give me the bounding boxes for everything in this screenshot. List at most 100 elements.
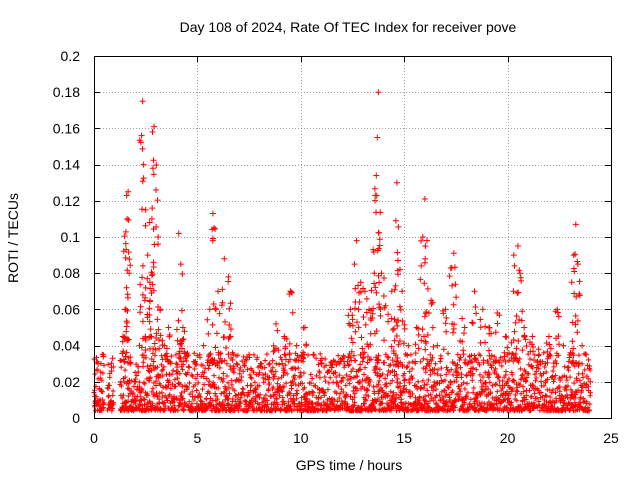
data-point xyxy=(152,346,159,353)
data-point xyxy=(373,192,380,199)
data-point xyxy=(496,359,503,366)
data-point xyxy=(220,378,226,384)
data-point xyxy=(545,333,552,340)
data-points xyxy=(92,89,594,407)
data-point xyxy=(318,360,325,367)
data-point xyxy=(509,388,515,394)
data-point xyxy=(506,357,512,363)
data-point xyxy=(527,387,533,393)
data-point xyxy=(481,400,487,406)
data-point xyxy=(445,350,451,356)
data-point xyxy=(574,261,581,268)
data-point xyxy=(278,354,284,360)
data-point xyxy=(166,332,173,339)
data-point xyxy=(251,369,257,375)
data-point xyxy=(348,335,355,342)
data-point xyxy=(118,383,124,389)
data-point xyxy=(317,375,323,381)
data-point xyxy=(382,375,388,381)
data-point xyxy=(177,371,183,377)
data-point xyxy=(137,139,144,146)
data-point xyxy=(367,315,374,322)
data-point xyxy=(431,366,437,372)
data-point xyxy=(206,378,212,384)
data-point xyxy=(471,385,477,391)
data-point xyxy=(568,279,575,286)
data-point xyxy=(118,358,124,364)
data-point xyxy=(577,378,583,384)
data-point xyxy=(460,330,467,337)
data-point xyxy=(125,217,132,224)
data-point xyxy=(378,270,385,277)
data-point xyxy=(566,354,573,361)
data-point xyxy=(149,400,155,406)
data-point xyxy=(302,385,308,391)
data-point xyxy=(349,322,356,329)
data-point xyxy=(166,378,172,384)
data-point xyxy=(394,379,400,385)
data-point xyxy=(513,312,520,319)
data-point xyxy=(123,306,130,313)
data-point xyxy=(153,186,160,193)
data-point xyxy=(571,268,578,275)
data-point xyxy=(450,388,456,394)
data-point xyxy=(176,341,183,348)
data-point xyxy=(447,397,453,403)
data-point xyxy=(180,367,186,373)
data-point xyxy=(437,392,443,398)
data-point xyxy=(392,403,398,409)
x-tick-labels: 0 5 10 15 20 25 xyxy=(90,430,619,446)
data-point xyxy=(447,394,453,400)
data-point xyxy=(164,397,170,403)
data-point xyxy=(349,316,356,323)
data-point xyxy=(178,307,185,314)
data-point xyxy=(522,336,529,343)
data-point xyxy=(508,399,514,405)
data-point xyxy=(163,385,169,391)
data-point xyxy=(142,294,149,301)
data-point xyxy=(317,370,323,376)
data-point xyxy=(221,255,228,262)
data-point xyxy=(485,347,492,354)
data-point xyxy=(150,363,156,369)
data-point xyxy=(167,392,173,398)
data-point xyxy=(313,383,319,389)
data-point xyxy=(357,380,363,386)
data-point xyxy=(529,394,535,400)
data-point xyxy=(142,284,149,291)
data-point xyxy=(139,178,146,185)
data-point xyxy=(162,407,168,413)
data-point xyxy=(585,376,591,382)
data-point xyxy=(388,389,394,395)
data-point xyxy=(423,237,430,244)
data-point xyxy=(292,373,298,379)
data-point xyxy=(224,373,230,379)
data-point xyxy=(153,378,159,384)
data-point xyxy=(377,366,383,372)
data-point xyxy=(572,251,579,258)
data-point xyxy=(117,378,124,385)
data-point xyxy=(279,360,286,367)
data-point xyxy=(507,391,513,397)
data-point xyxy=(493,357,500,364)
data-point xyxy=(474,398,480,404)
data-point xyxy=(111,364,117,370)
data-point xyxy=(392,397,398,403)
data-point xyxy=(441,397,447,403)
data-point xyxy=(146,298,153,305)
data-point xyxy=(332,369,338,375)
data-point xyxy=(455,370,461,376)
data-point xyxy=(578,394,584,400)
data-point xyxy=(270,342,277,349)
data-point xyxy=(555,333,562,340)
data-point xyxy=(520,384,526,390)
data-point xyxy=(282,401,288,407)
data-point xyxy=(299,381,305,387)
data-point xyxy=(492,406,498,412)
data-point xyxy=(354,319,361,326)
data-point xyxy=(249,375,255,381)
data-point xyxy=(149,128,156,135)
data-point xyxy=(416,397,422,403)
data-point xyxy=(418,262,425,269)
data-point xyxy=(322,356,328,362)
